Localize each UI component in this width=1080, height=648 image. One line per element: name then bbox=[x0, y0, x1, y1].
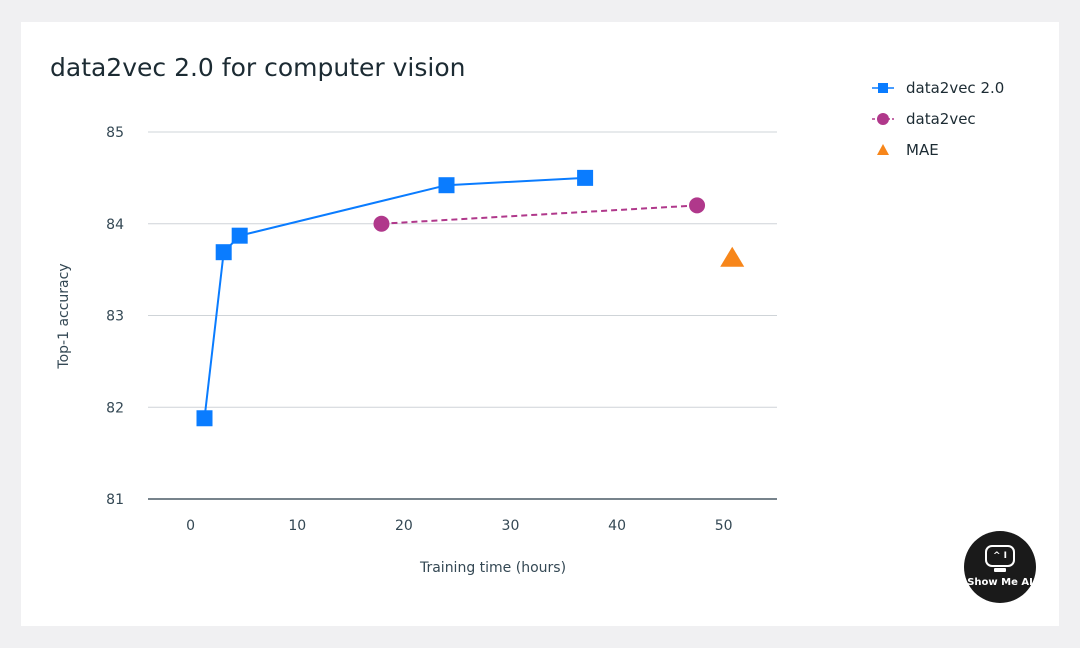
data-point-data2vec bbox=[373, 215, 390, 232]
legend-swatch-mae bbox=[877, 143, 889, 155]
logo-eyes: ^ I bbox=[992, 551, 1008, 561]
y-axis-label: Top-1 accuracy bbox=[56, 263, 72, 369]
x-tick-label: 40 bbox=[608, 518, 626, 534]
y-tick-label: 81 bbox=[106, 492, 124, 508]
legend-item-data2vec-2-0: data2vec 2.0 bbox=[870, 72, 1004, 103]
x-axis-label: Training time (hours) bbox=[419, 560, 566, 576]
data-point-data2vec-2-0 bbox=[231, 227, 248, 244]
y-tick-label: 82 bbox=[106, 400, 124, 416]
show-me-ai-logo: ^ I Show Me AI bbox=[964, 531, 1036, 603]
data-point-mae bbox=[720, 246, 745, 267]
data-point-data2vec-2-0 bbox=[215, 244, 232, 261]
legend-label: data2vec bbox=[906, 109, 976, 128]
x-tick-label: 30 bbox=[502, 518, 520, 534]
data-point-data2vec bbox=[689, 197, 706, 214]
y-tick-label: 84 bbox=[106, 217, 124, 233]
legend-label: data2vec 2.0 bbox=[906, 78, 1005, 97]
series-line-data2vec-2-0 bbox=[203, 176, 586, 419]
x-tick-label: 0 bbox=[186, 518, 195, 534]
y-tick-label: 83 bbox=[106, 309, 124, 325]
y-tick-label: 85 bbox=[106, 125, 124, 141]
legend-label: MAE bbox=[906, 140, 939, 159]
x-tick-label: 10 bbox=[288, 518, 306, 534]
data-point-data2vec-2-0 bbox=[577, 169, 594, 186]
legend-item-mae: MAE bbox=[870, 134, 1004, 165]
chart-legend: data2vec 2.0 data2vec MAE bbox=[870, 72, 1004, 165]
legend-swatch-data2vec-2-0 bbox=[872, 82, 894, 93]
legend-item-data2vec: data2vec bbox=[870, 103, 1004, 134]
x-tick-label: 50 bbox=[715, 518, 733, 534]
robot-screen-icon: ^ I bbox=[985, 545, 1015, 567]
chart-title: data2vec 2.0 for computer vision bbox=[50, 53, 466, 82]
logo-text: Show Me AI bbox=[967, 577, 1033, 588]
data-point-data2vec-2-0 bbox=[196, 410, 213, 427]
series-line-data2vec bbox=[381, 204, 698, 225]
data-point-data2vec-2-0 bbox=[438, 177, 455, 194]
robot-stand-icon bbox=[994, 568, 1006, 572]
x-tick-label: 20 bbox=[395, 518, 413, 534]
legend-swatch-data2vec bbox=[872, 112, 894, 125]
